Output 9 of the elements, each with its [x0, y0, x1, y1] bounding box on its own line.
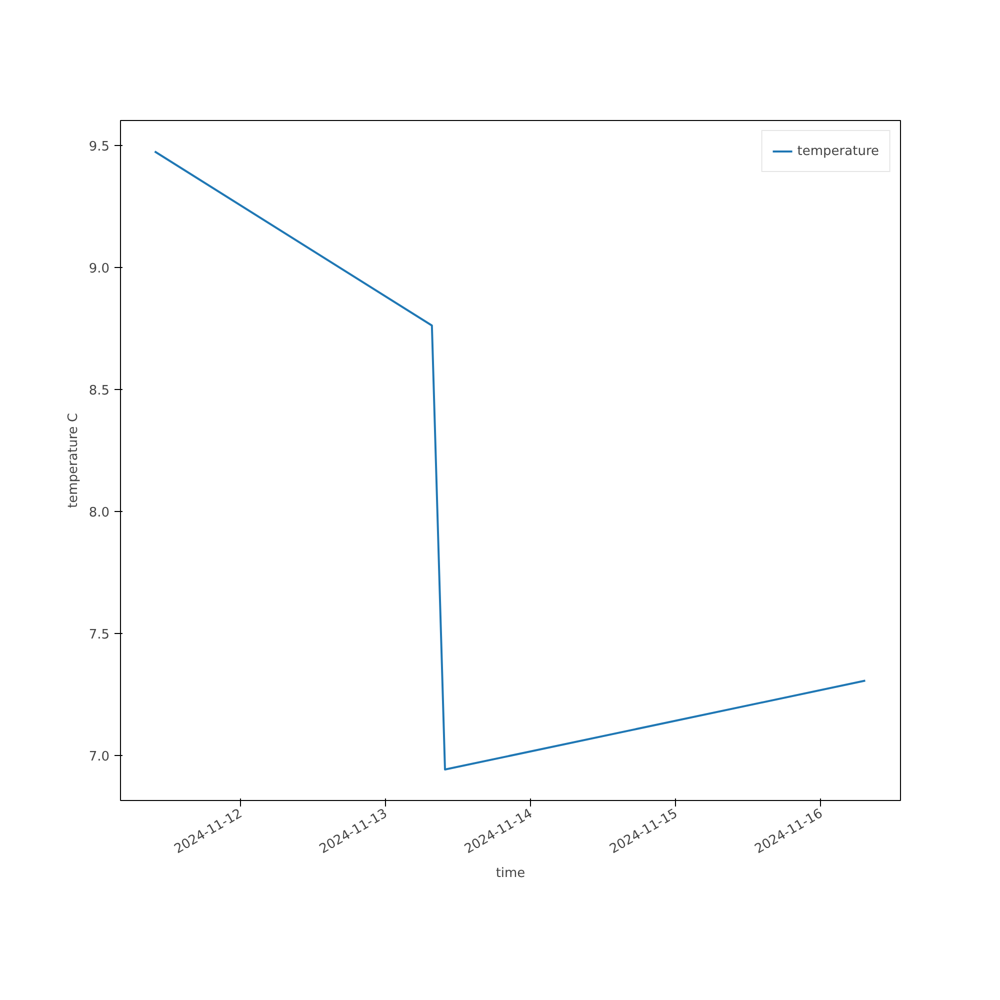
y-tick-label: 9.5 — [88, 139, 110, 154]
y-tick-label: 7.0 — [88, 750, 110, 765]
y-axis-title: temperature C — [66, 413, 81, 508]
y-tick-label: 8.0 — [88, 506, 110, 521]
x-axis-title: time — [496, 866, 526, 881]
y-tick-label: 8.5 — [88, 383, 110, 398]
y-tick-label: 9.0 — [88, 261, 110, 276]
legend-label: temperature — [797, 144, 879, 158]
y-tick-label: 7.5 — [88, 628, 110, 643]
